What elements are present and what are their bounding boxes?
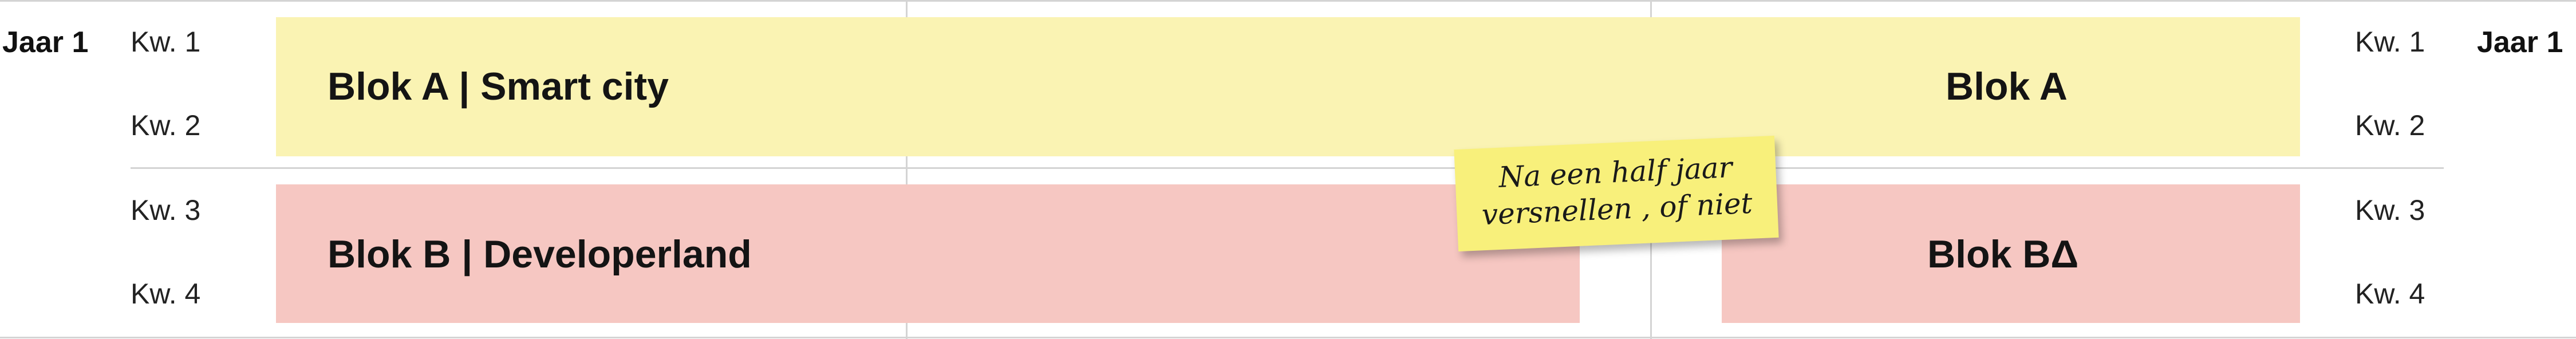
quarter-label-right-2: Kw. 2 xyxy=(2355,109,2425,141)
quarter-label-left-3: Kw. 3 xyxy=(131,194,201,226)
block-b-delta-bar xyxy=(1722,184,2300,323)
sticky-note: Na een half jaar versnellen , of niet xyxy=(1454,135,1779,252)
quarter-label-left-4: Kw. 4 xyxy=(131,278,201,310)
quarter-label-right-3: Kw. 3 xyxy=(2355,194,2425,226)
block-b-bar xyxy=(276,184,1580,323)
bottom-border-line xyxy=(0,337,2576,338)
block-a-right-title: Blok A xyxy=(1946,65,2068,108)
quarter-label-left-1: Kw. 1 xyxy=(131,26,201,58)
block-a-title: Blok A | Smart city xyxy=(328,65,669,108)
column-divider-1 xyxy=(906,0,908,339)
block-b-delta-title: Blok BΔ xyxy=(1927,232,2079,276)
year-label-right: Jaar 1 xyxy=(2477,26,2563,59)
block-b-title: Blok B | Developerland xyxy=(328,232,752,276)
block-a-bar xyxy=(276,17,2300,156)
top-border-line xyxy=(0,0,2576,2)
quarter-label-right-4: Kw. 4 xyxy=(2355,278,2425,310)
year-label-left: Jaar 1 xyxy=(2,26,89,59)
half-year-divider xyxy=(131,167,2444,169)
quarter-label-left-2: Kw. 2 xyxy=(131,109,201,141)
quarter-label-right-1: Kw. 1 xyxy=(2355,26,2425,58)
